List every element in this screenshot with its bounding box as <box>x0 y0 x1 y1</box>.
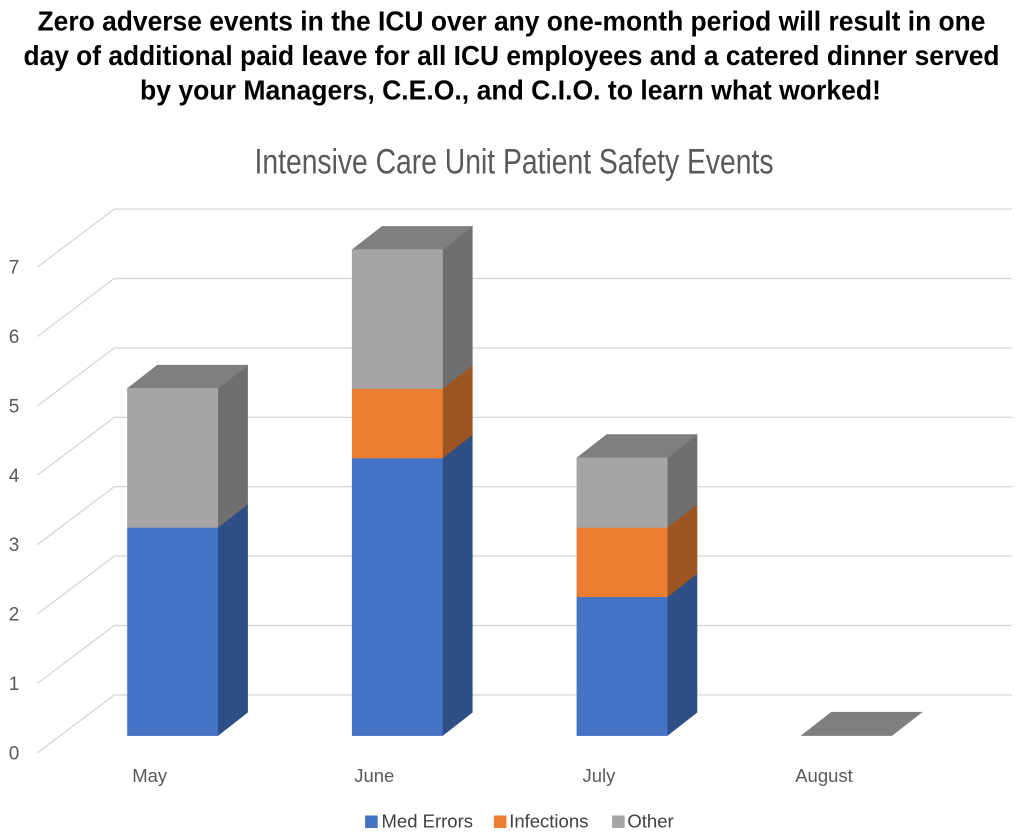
svg-text:Other: Other <box>627 811 673 832</box>
svg-text:May: May <box>132 765 168 786</box>
svg-text:5: 5 <box>9 396 20 417</box>
svg-text:3: 3 <box>9 535 20 556</box>
svg-text:July: July <box>582 765 616 786</box>
svg-text:by your Managers, C.E.O., and: by your Managers, C.E.O., and C.I.O. to … <box>140 75 881 106</box>
svg-text:7: 7 <box>9 258 20 279</box>
svg-text:6: 6 <box>9 327 20 348</box>
svg-text:Infections: Infections <box>509 811 588 832</box>
svg-text:4: 4 <box>9 466 20 487</box>
svg-text:Med Errors: Med Errors <box>382 811 474 832</box>
svg-text:June: June <box>354 765 394 786</box>
svg-text:day of additional paid leave f: day of additional paid leave for all ICU… <box>24 40 1000 71</box>
svg-text:Intensive Care Unit Patient Sa: Intensive Care Unit Patient Safety Event… <box>255 142 774 181</box>
svg-text:1: 1 <box>9 674 20 695</box>
svg-text:2: 2 <box>9 605 20 626</box>
svg-text:August: August <box>795 765 853 786</box>
svg-text:0: 0 <box>9 743 20 764</box>
svg-text:Zero adverse events in the ICU: Zero adverse events in the ICU over any … <box>38 5 986 36</box>
